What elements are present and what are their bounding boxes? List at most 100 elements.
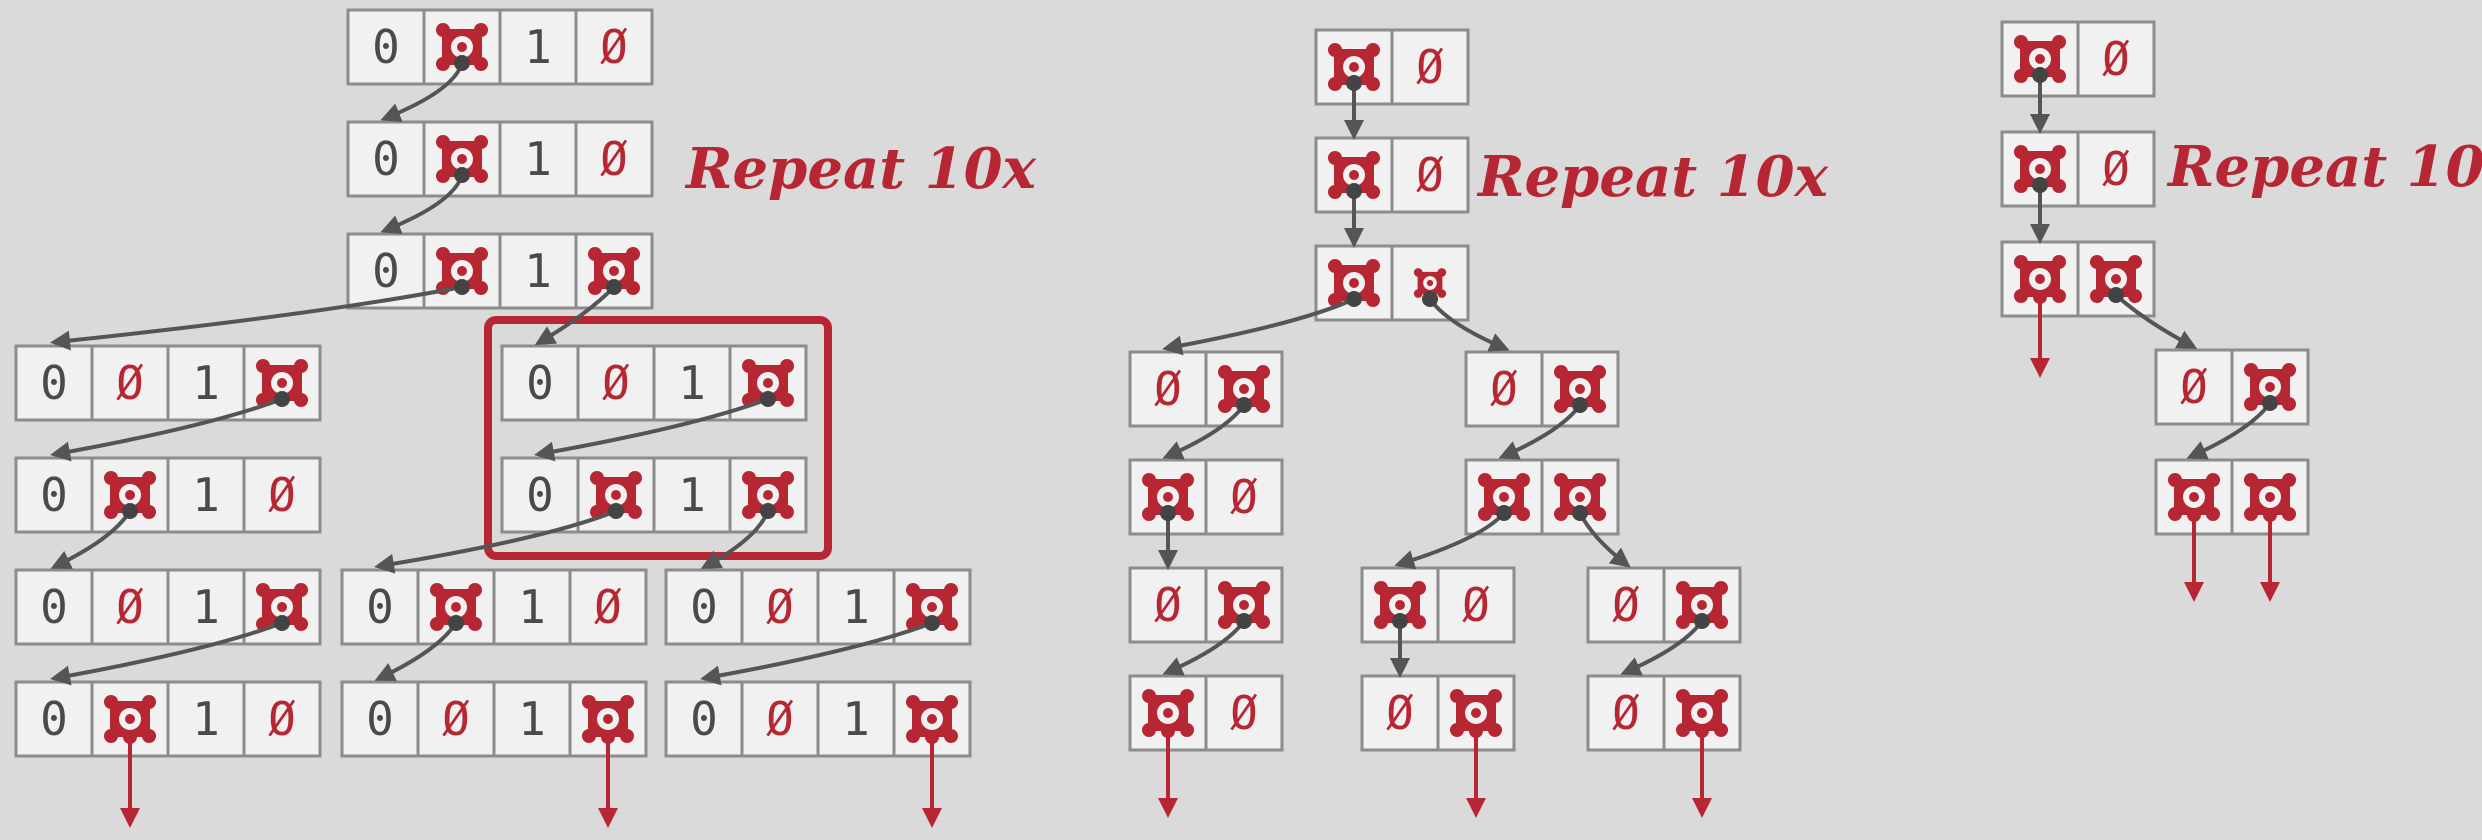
node bbox=[2000, 240, 2156, 318]
pointer-arrow bbox=[1158, 505, 1178, 570]
digit-value: 0 bbox=[40, 580, 68, 634]
pointer-icon bbox=[742, 471, 794, 519]
digit-value: 0 bbox=[366, 692, 394, 746]
node-cell bbox=[500, 344, 580, 422]
node: Ø bbox=[1464, 350, 1620, 428]
pointer-icon bbox=[1374, 581, 1426, 629]
pointer-icon bbox=[582, 695, 634, 743]
digit-value: 1 bbox=[524, 244, 552, 298]
pointer-icon bbox=[256, 583, 308, 631]
digit-value: 1 bbox=[192, 692, 220, 746]
node bbox=[1314, 244, 1470, 322]
pointer-icon bbox=[1142, 689, 1194, 737]
pointer-icon bbox=[1218, 365, 1270, 413]
pointer-icon bbox=[2014, 145, 2066, 193]
null-symbol: Ø bbox=[1416, 148, 1444, 202]
digit-value: 0 bbox=[372, 20, 400, 74]
pointer-arrow bbox=[700, 615, 940, 686]
pointer-icon bbox=[588, 247, 640, 295]
node: Ø bbox=[2000, 20, 2156, 98]
node-cell bbox=[574, 8, 654, 86]
node-cell bbox=[498, 8, 578, 86]
null-symbol: Ø bbox=[2180, 360, 2208, 414]
repeat-label: Repeat 10x bbox=[2166, 134, 2482, 200]
digit-value: 1 bbox=[524, 132, 552, 186]
null-symbol: Ø bbox=[116, 356, 144, 410]
pointer-arrow bbox=[380, 167, 470, 235]
node-cell bbox=[1204, 674, 1284, 752]
pointer-arrow bbox=[1344, 75, 1364, 140]
node: Ø bbox=[2000, 130, 2156, 208]
digit-value: 0 bbox=[40, 468, 68, 522]
node-cell bbox=[652, 456, 732, 534]
node-cell bbox=[740, 568, 820, 646]
pointer-icon bbox=[256, 359, 308, 407]
pointer-icon bbox=[2244, 473, 2296, 521]
node-cell bbox=[2230, 348, 2310, 426]
null-symbol: Ø bbox=[766, 692, 794, 746]
digit-value: 1 bbox=[518, 580, 546, 634]
node-cell bbox=[816, 680, 896, 758]
pointer-arrow bbox=[2186, 395, 2278, 460]
digit-value: 0 bbox=[40, 692, 68, 746]
node-cell bbox=[90, 568, 170, 646]
pointer-arrow bbox=[1162, 613, 1252, 676]
pointer-arrow bbox=[374, 503, 624, 574]
pointer-arrow bbox=[1422, 291, 1510, 352]
pointer-arrow bbox=[1162, 291, 1362, 356]
pointer-icon bbox=[1676, 689, 1728, 737]
node-cell bbox=[664, 568, 744, 646]
node-cell bbox=[242, 680, 322, 758]
node: Ø bbox=[1128, 566, 1284, 644]
pointer-icon bbox=[430, 583, 482, 631]
pointer-icon bbox=[1554, 365, 1606, 413]
node-cell bbox=[14, 568, 94, 646]
node: Ø bbox=[1360, 566, 1516, 644]
pointer-arrow bbox=[50, 279, 470, 351]
pointer-arrow bbox=[1344, 183, 1364, 248]
digit-value: 1 bbox=[192, 468, 220, 522]
dangling-pointer-arrow bbox=[922, 730, 942, 828]
null-symbol: Ø bbox=[1230, 470, 1258, 524]
node-cell bbox=[664, 680, 744, 758]
null-symbol: Ø bbox=[268, 468, 296, 522]
digit-value: 0 bbox=[526, 468, 554, 522]
pointer-arrow bbox=[380, 55, 470, 123]
pointer-icon bbox=[436, 135, 488, 183]
digit-value: 0 bbox=[366, 580, 394, 634]
digit-value: 1 bbox=[192, 356, 220, 410]
digit-value: 1 bbox=[192, 580, 220, 634]
pointer-icon bbox=[906, 695, 958, 743]
pointer-icon bbox=[2244, 363, 2296, 411]
null-symbol: Ø bbox=[2102, 32, 2130, 86]
digit-value: 1 bbox=[524, 20, 552, 74]
digit-value: 1 bbox=[678, 468, 706, 522]
pointer-icon bbox=[1142, 473, 1194, 521]
pointer-icon bbox=[1328, 259, 1380, 307]
digit-value: 0 bbox=[690, 692, 718, 746]
dangling-pointer-arrow bbox=[1466, 724, 1486, 818]
node: Ø bbox=[1128, 350, 1284, 428]
node-cell bbox=[1390, 136, 1470, 214]
node-cell bbox=[1390, 28, 1470, 106]
node-cell bbox=[346, 120, 426, 198]
pointer-icon bbox=[1676, 581, 1728, 629]
node-cell bbox=[166, 568, 246, 646]
null-symbol: Ø bbox=[1612, 578, 1640, 632]
null-symbol: Ø bbox=[2102, 142, 2130, 196]
pointer-arrow bbox=[374, 615, 464, 682]
null-symbol: Ø bbox=[1230, 686, 1258, 740]
digit-value: 0 bbox=[40, 356, 68, 410]
pointer-arrow bbox=[1572, 505, 1631, 568]
digit-value: 0 bbox=[690, 580, 718, 634]
node-cell bbox=[568, 568, 648, 646]
node-cell bbox=[242, 456, 322, 534]
